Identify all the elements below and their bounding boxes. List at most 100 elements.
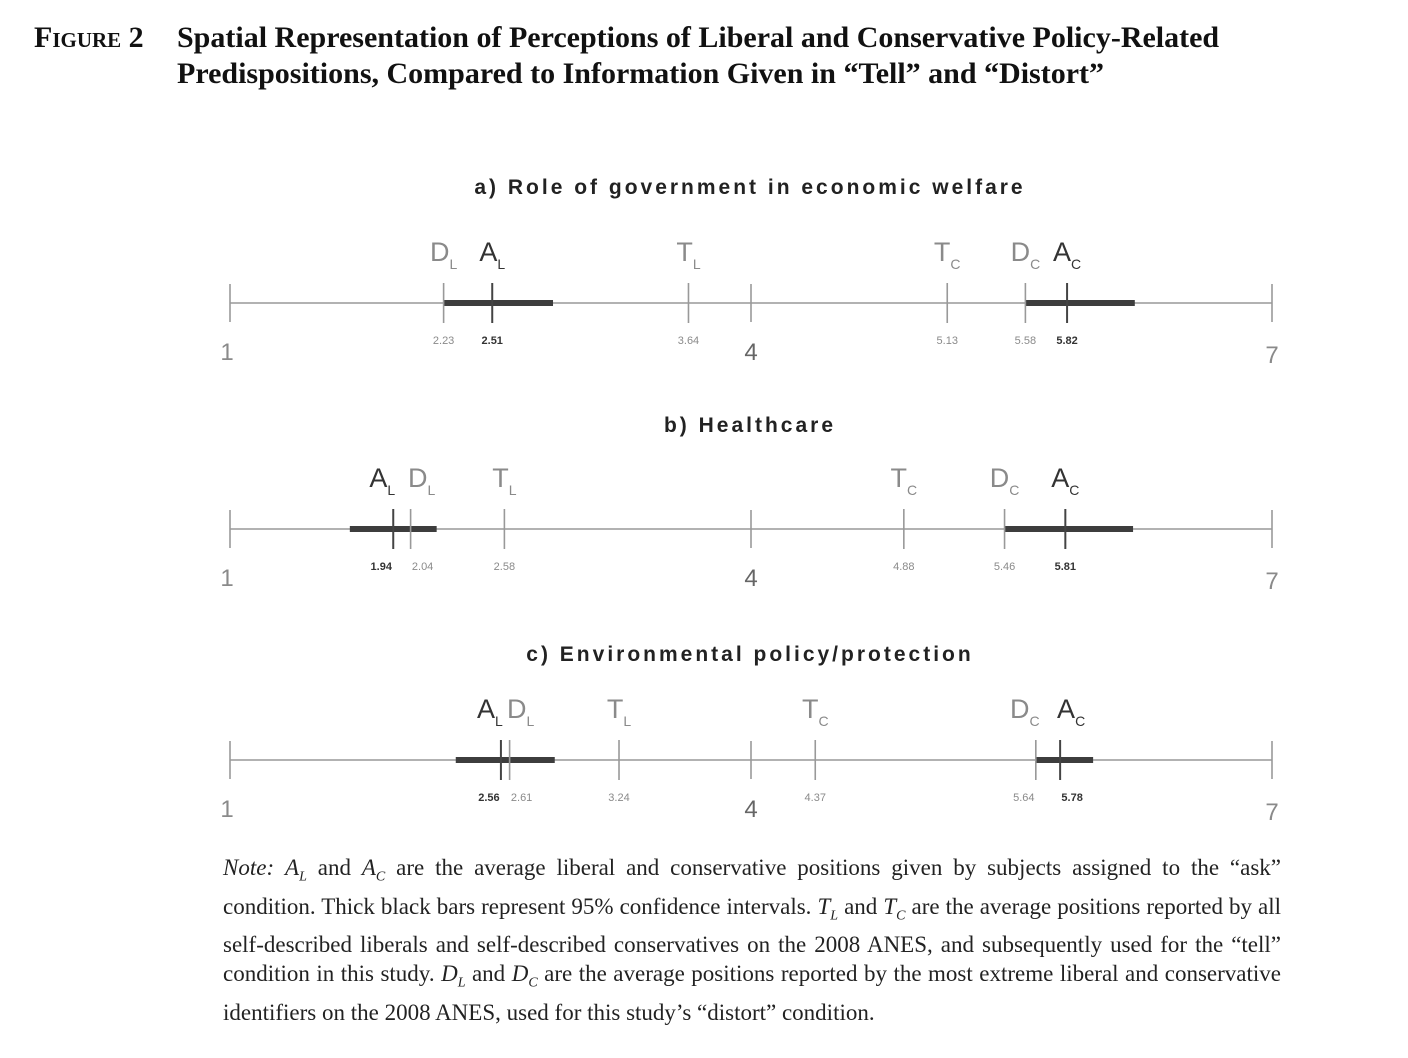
point-symbol-label: AL <box>369 463 395 498</box>
axis-tick-label: 7 <box>1265 799 1278 826</box>
symbol-letter: A <box>479 237 497 267</box>
point-symbol-label: DL <box>408 463 436 498</box>
point-value-label: 2.04 <box>412 561 433 573</box>
point-symbol-label: TC <box>891 463 918 498</box>
point-symbol-label: TC <box>802 694 829 729</box>
symbol-subscript: C <box>907 482 917 498</box>
point-symbol-label: TL <box>492 463 516 498</box>
axis-tick-label: 1 <box>220 565 233 592</box>
note-symbol: T <box>817 893 831 919</box>
symbol-letter: T <box>934 237 951 267</box>
figure-note: Note: AL and AC are the average liberal … <box>223 853 1281 1027</box>
axis-tick-label: 4 <box>744 565 757 592</box>
point-value-label: 2.56 <box>478 792 499 804</box>
note-text: are the average positions reported by al… <box>223 893 1281 987</box>
point-value-label: 5.81 <box>1055 561 1076 573</box>
panel-title: a) Role of government in economic welfar… <box>474 176 1025 199</box>
symbol-letter: T <box>891 463 908 493</box>
point-value-label: 2.61 <box>511 792 532 804</box>
point-symbol-label: DL <box>430 237 458 272</box>
symbol-subscript: C <box>1009 482 1019 498</box>
note-subscript: C <box>528 975 538 991</box>
symbol-subscript: L <box>449 256 457 272</box>
point-value-label: 4.37 <box>805 792 826 804</box>
point-value-label: 2.51 <box>482 335 503 347</box>
symbol-subscript: L <box>693 256 701 272</box>
note-subscript: L <box>299 869 307 885</box>
axis-tick-label: 1 <box>220 339 233 366</box>
point-value-label: 5.13 <box>937 335 958 347</box>
point-value-label: 4.88 <box>893 561 914 573</box>
symbol-subscript: C <box>950 256 960 272</box>
figure-chart: a) Role of government in economic welfar… <box>220 176 1278 826</box>
symbol-subscript: L <box>427 482 435 498</box>
note-lead: Note: <box>223 855 275 880</box>
symbol-letter: D <box>990 463 1010 493</box>
axis-tick-label: 1 <box>220 796 233 823</box>
symbol-letter: D <box>507 694 527 724</box>
point-value-label: 5.78 <box>1061 792 1082 804</box>
point-value-label: 2.23 <box>433 335 454 347</box>
axis-tick-label: 7 <box>1265 342 1278 369</box>
symbol-letter: D <box>1011 237 1031 267</box>
symbol-subscript: C <box>1030 713 1040 729</box>
symbol-letter: A <box>369 463 387 493</box>
point-symbol-label: DC <box>1011 237 1041 272</box>
axis-tick-label: 7 <box>1265 568 1278 595</box>
note-symbol: A <box>285 855 300 880</box>
panel-1: a) Role of government in economic welfar… <box>229 176 1273 323</box>
symbol-subscript: L <box>387 482 395 498</box>
symbol-subscript: C <box>818 713 828 729</box>
point-symbol-label: TC <box>934 237 961 272</box>
symbol-letter: T <box>676 237 693 267</box>
point-value-label: 3.24 <box>608 792 629 804</box>
symbol-letter: T <box>607 694 624 724</box>
symbol-letter: T <box>802 694 819 724</box>
axis-tick-label: 4 <box>744 339 757 366</box>
symbol-letter: D <box>1010 694 1030 724</box>
note-symbol: T <box>883 893 897 919</box>
note-symbol: D <box>441 961 458 987</box>
point-value-label: 2.58 <box>494 561 515 573</box>
point-value-label: 5.58 <box>1015 335 1036 347</box>
figure-title: Spatial Representation of Perceptions of… <box>177 21 1220 90</box>
point-symbol-label: AC <box>1051 463 1079 498</box>
point-value-label: 3.64 <box>678 335 699 347</box>
symbol-letter: T <box>492 463 509 493</box>
note-text: are the average liberal and conservative… <box>223 855 1282 919</box>
symbol-subscript: C <box>1071 256 1081 272</box>
symbol-subscript: C <box>1069 482 1079 498</box>
point-symbol-label: AC <box>1057 694 1085 729</box>
symbol-letter: A <box>1051 463 1069 493</box>
point-symbol-label: TL <box>676 237 701 272</box>
note-text: and <box>465 961 512 987</box>
symbol-letter: D <box>430 237 450 267</box>
point-symbol-label: AC <box>1053 237 1081 272</box>
point-symbol-label: TL <box>607 694 632 729</box>
panel-title: c) Environmental policy/protection <box>526 643 973 666</box>
symbol-subscript: L <box>509 482 517 498</box>
symbol-subscript: L <box>623 713 631 729</box>
point-symbol-label: DC <box>990 463 1020 498</box>
point-value-label: 5.46 <box>994 561 1015 573</box>
note-text: and <box>838 893 884 919</box>
symbol-subscript: L <box>497 256 505 272</box>
symbol-letter: A <box>1053 237 1071 267</box>
figure-label: Figure 2 <box>34 21 144 54</box>
point-value-label: 5.82 <box>1056 335 1077 347</box>
symbol-subscript: L <box>526 713 534 729</box>
symbol-letter: D <box>408 463 428 493</box>
point-value-label: 5.64 <box>1013 792 1034 804</box>
note-subscript: C <box>896 908 906 924</box>
symbol-letter: A <box>477 694 495 724</box>
point-symbol-label: DL <box>507 694 535 729</box>
note-subscript: L <box>830 908 839 924</box>
note-subscript: L <box>457 975 466 991</box>
point-value-label: 1.94 <box>371 561 393 573</box>
symbol-subscript: C <box>1030 256 1040 272</box>
panel-title: b) Healthcare <box>664 414 836 437</box>
note-text: are the average positions reported by th… <box>223 961 1281 1025</box>
axis-tick-label: 4 <box>744 796 757 823</box>
